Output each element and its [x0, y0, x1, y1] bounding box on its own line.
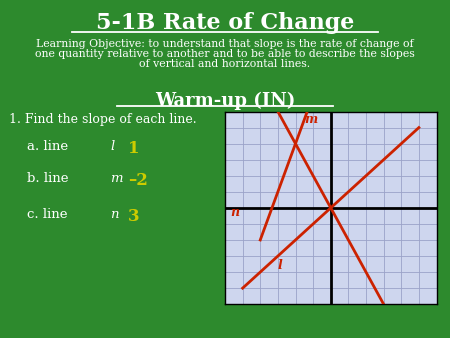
Text: 5-1B Rate of Change: 5-1B Rate of Change	[96, 12, 354, 34]
Text: 3: 3	[128, 208, 140, 225]
Text: of vertical and horizontal lines.: of vertical and horizontal lines.	[140, 59, 310, 69]
Text: m: m	[304, 113, 318, 126]
Text: 1: 1	[128, 140, 140, 157]
Text: Warm-up (IN): Warm-up (IN)	[155, 91, 295, 110]
Text: n: n	[230, 206, 239, 219]
Text: one quantity relative to another and to be able to describe the slopes: one quantity relative to another and to …	[35, 49, 415, 59]
Text: n: n	[110, 208, 119, 221]
Text: m: m	[110, 172, 123, 185]
Text: b. line: b. line	[27, 172, 73, 185]
Text: –2: –2	[128, 172, 148, 189]
Text: Learning Objective: to understand that slope is the rate of change of: Learning Objective: to understand that s…	[36, 39, 414, 49]
Text: l: l	[278, 259, 283, 272]
Text: a. line: a. line	[27, 140, 72, 153]
Text: 1. Find the slope of each line.: 1. Find the slope of each line.	[9, 113, 197, 125]
Text: l: l	[110, 140, 114, 153]
Text: c. line: c. line	[27, 208, 72, 221]
